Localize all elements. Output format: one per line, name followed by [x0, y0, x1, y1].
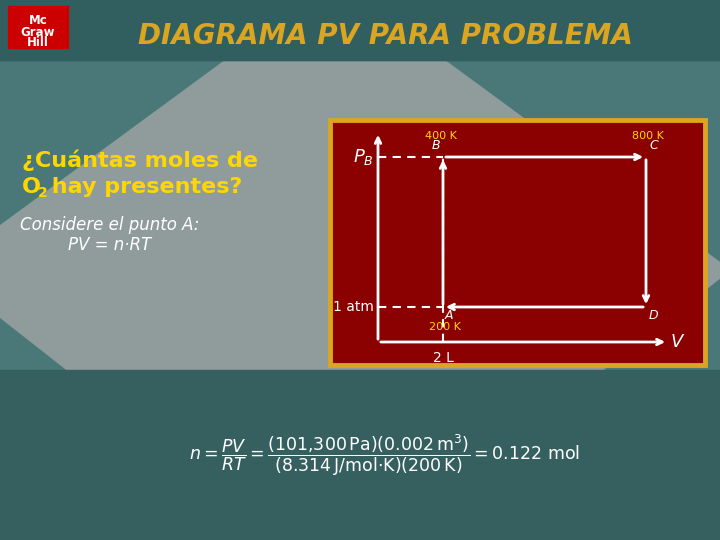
Bar: [8, 6, 68, 48]
Text: Mc: Mc: [29, 15, 48, 28]
Text: 800 K: 800 K: [632, 131, 664, 141]
Bar: [0, 0, 720, 60]
Text: 1 atm: 1 atm: [333, 300, 374, 314]
Text: $P_B$: $P_B$: [354, 147, 374, 167]
Bar: [330, 120, 705, 365]
Bar: [0, 370, 720, 540]
Text: O: O: [22, 177, 41, 197]
Bar: [330, 120, 705, 365]
Text: A: A: [445, 309, 454, 322]
Text: DIAGRAMA PV PARA PROBLEMA: DIAGRAMA PV PARA PROBLEMA: [138, 22, 632, 50]
Text: 400 K: 400 K: [425, 131, 457, 141]
Text: 200 K: 200 K: [429, 322, 461, 332]
Text: C: C: [649, 139, 658, 152]
Text: Hill: Hill: [27, 37, 49, 50]
Text: 2: 2: [38, 186, 48, 200]
Text: Considere el punto A:: Considere el punto A:: [20, 216, 199, 234]
Text: PV = n·RT: PV = n·RT: [68, 236, 152, 254]
Text: 2 L: 2 L: [433, 351, 454, 365]
Text: V: V: [671, 333, 683, 351]
Text: B: B: [431, 139, 440, 152]
Text: $n = \dfrac{PV}{RT} = \dfrac{(101{,}300\,\mathrm{Pa})(0.002\,\mathrm{m}^3)}{(8.3: $n = \dfrac{PV}{RT} = \dfrac{(101{,}300\…: [189, 432, 580, 478]
Text: D: D: [649, 309, 659, 322]
Text: ¿Cuántas moles de: ¿Cuántas moles de: [22, 149, 258, 171]
Bar: [0, 0, 720, 60]
Text: Graw: Graw: [21, 25, 55, 38]
Bar: [0, 150, 720, 540]
Text: hay presentes?: hay presentes?: [44, 177, 243, 197]
